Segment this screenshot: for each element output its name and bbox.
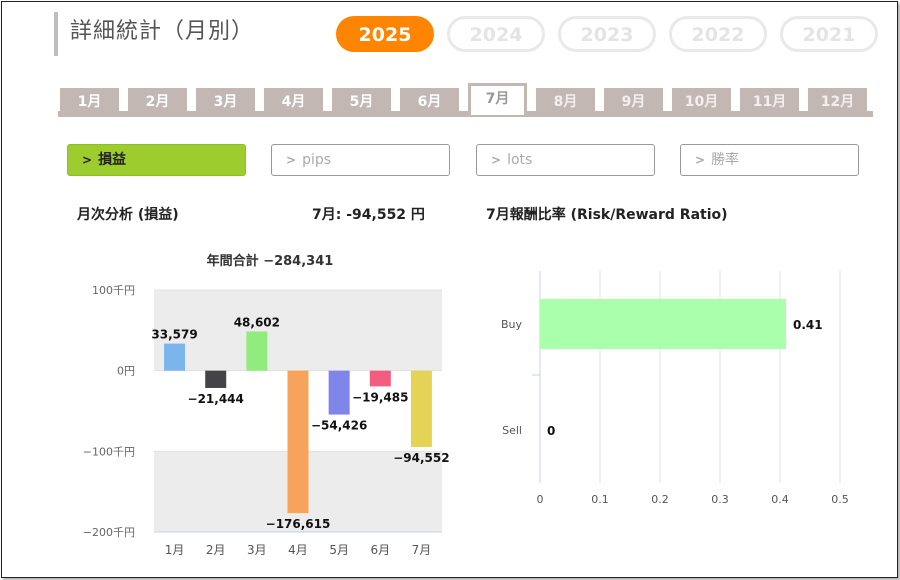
month-tab-2[interactable]: 2月 (128, 88, 187, 115)
data-label: 48,602 (234, 315, 280, 329)
metric-label: lots (507, 152, 533, 168)
month-tab-8[interactable]: 8月 (536, 88, 595, 115)
x-tick-label: 6月 (370, 543, 390, 557)
data-label: −94,552 (393, 451, 449, 465)
metric-button-lots[interactable]: > lots (476, 144, 655, 176)
year-tab-2021[interactable]: 2021 (780, 16, 878, 52)
x-tick-label: 0.1 (591, 493, 609, 506)
x-tick-label: 0.3 (711, 493, 729, 506)
y-tick-label: Buy (501, 318, 523, 331)
month-summary: 7月: -94,552 円 (312, 207, 425, 223)
bar-5 (328, 370, 350, 415)
data-label: 0 (547, 424, 555, 438)
risk-reward-chart: 0 0.1 0.2 0.3 0.4 0.5 0.41 Buy 0 Sell (501, 271, 849, 506)
y-tick-label: −100千円 (83, 445, 135, 458)
chevron-right-icon: > (286, 153, 297, 167)
x-tick-label: 0.2 (651, 493, 669, 506)
x-tick-label: 7月 (412, 543, 432, 557)
y-tick-label: −200千円 (83, 526, 135, 539)
page-title-text: 詳細統計（月別） (70, 19, 255, 44)
metric-button-pips[interactable]: > pips (271, 144, 450, 176)
metric-label: pips (302, 152, 332, 168)
data-label: −176,615 (266, 517, 331, 531)
month-tab-1[interactable]: 1月 (60, 88, 119, 115)
month-tab-4[interactable]: 4月 (264, 88, 323, 115)
month-tab-9[interactable]: 9月 (604, 88, 663, 115)
monthly-analysis-heading: 月次分析 (損益) (77, 207, 179, 223)
data-label: −19,485 (352, 390, 408, 404)
month-tab-7[interactable]: 7月 (468, 83, 527, 115)
data-label: 33,579 (151, 328, 197, 342)
year-tab-2024[interactable]: 2024 (447, 16, 545, 52)
month-tab-11[interactable]: 11月 (740, 88, 799, 115)
month-tab-3[interactable]: 3月 (196, 88, 255, 115)
metric-button-pnl[interactable]: > 損益 (67, 144, 246, 176)
x-tick-label: 4月 (288, 543, 308, 557)
chevron-right-icon: > (491, 153, 502, 167)
x-tick-label: 0.4 (771, 493, 789, 506)
year-tab-2023[interactable]: 2023 (558, 16, 656, 52)
bar-1 (164, 343, 186, 371)
month-tab-10[interactable]: 10月 (672, 88, 731, 115)
plot-band (154, 290, 442, 371)
y-tick-label: 0円 (117, 365, 135, 378)
chevron-right-icon: > (82, 153, 93, 167)
y-tick-label: 100千円 (92, 284, 135, 297)
bar-2 (205, 370, 227, 388)
year-selector: 2025 2024 2023 2022 2021 (336, 16, 878, 52)
year-tab-2025[interactable]: 2025 (336, 16, 434, 52)
data-label: 0.41 (793, 318, 823, 332)
risk-reward-heading: 7月報酬比率 (Risk/Reward Ratio) (486, 207, 728, 223)
metric-button-winrate[interactable]: > 勝率 (680, 144, 859, 176)
bar-3 (246, 331, 268, 371)
bar-buy (540, 299, 786, 349)
year-tab-2022[interactable]: 2022 (669, 16, 767, 52)
x-tick-label: 3月 (247, 543, 267, 557)
month-tab-5[interactable]: 5月 (332, 88, 391, 115)
month-tab-6[interactable]: 6月 (400, 88, 459, 115)
x-tick-label: 2月 (206, 543, 226, 557)
chevron-right-icon: > (695, 153, 706, 167)
month-tabbar-divider (58, 111, 873, 117)
page-title: 詳細統計（月別） (54, 12, 254, 56)
metric-label: 勝率 (711, 152, 740, 168)
x-tick-label: 1月 (165, 543, 185, 557)
chart-title: 年間合計 −284,341 (207, 253, 334, 269)
bar-7 (410, 370, 432, 447)
month-tab-12[interactable]: 12月 (808, 88, 867, 115)
bar-4 (287, 370, 309, 514)
monthly-pnl-chart: 年間合計 −284,341 100千円 0円 −100千円 −200千円 33,579 1月… (83, 253, 450, 557)
bar-6 (369, 370, 391, 387)
x-tick-label: 5月 (329, 543, 349, 557)
metric-label: 損益 (98, 152, 127, 168)
month-tabs: 1月 2月 3月 4月 5月 6月 7月 8月 9月 10月 11月 12月 (60, 82, 870, 115)
data-label: −54,426 (311, 419, 367, 433)
x-tick-label: 0.5 (831, 493, 849, 506)
y-tick-label: Sell (502, 424, 522, 437)
x-tick-label: 0 (537, 493, 544, 506)
data-label: −21,444 (188, 392, 244, 406)
